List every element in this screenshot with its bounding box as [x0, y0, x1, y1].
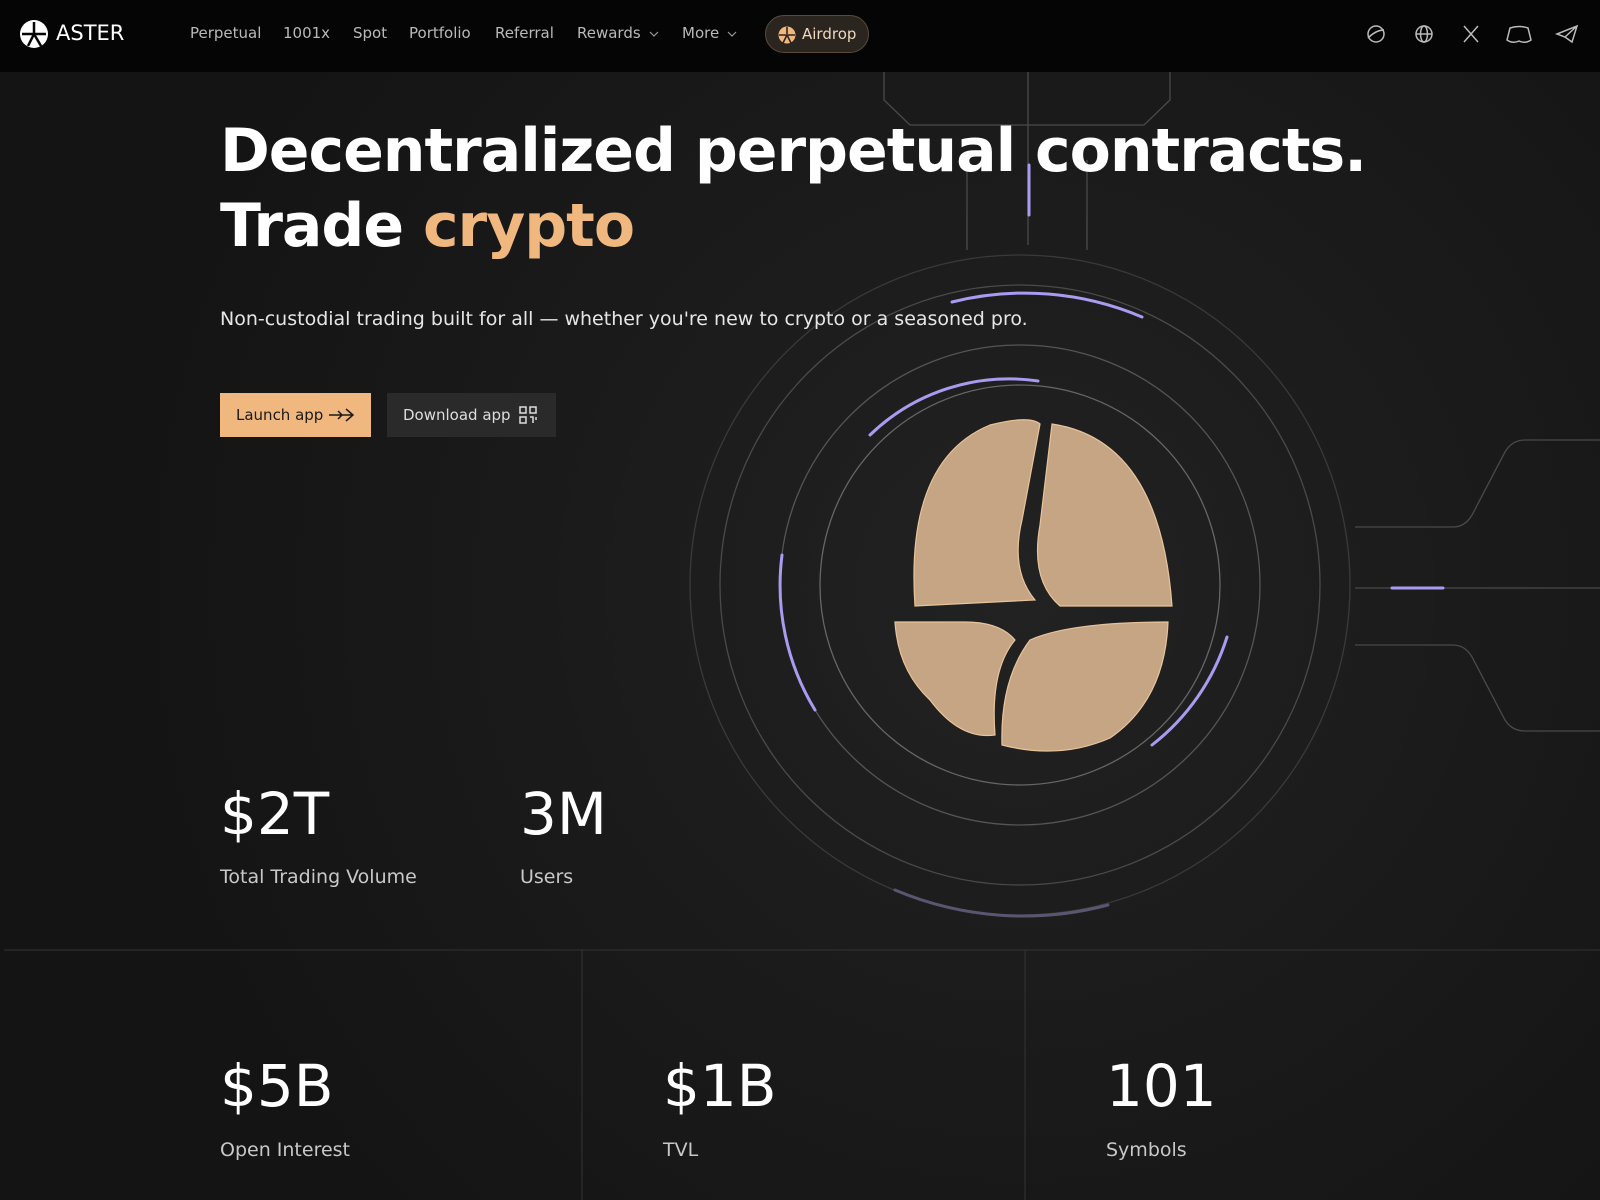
chevron — [649, 31, 659, 37]
connector — [883, 72, 1171, 126]
ring-glow — [950, 291, 1144, 319]
download-button[interactable]: Download app — [387, 393, 556, 437]
icon-discord[interactable] — [1506, 25, 1532, 44]
ring-glow — [868, 377, 1040, 437]
icon-telegram[interactable] — [1554, 24, 1579, 44]
logo-mark — [894, 419, 1173, 752]
launch-button[interactable]: Launch app — [220, 393, 371, 437]
ring — [819, 384, 1221, 786]
hero-title-highlight: crypto — [422, 191, 635, 261]
ring — [719, 284, 1321, 886]
logo-piece — [1037, 423, 1173, 607]
nav-link[interactable]: Perpetual — [190, 24, 262, 42]
stat-value: $1B — [663, 1052, 777, 1120]
hero-title-line1: Decentralized perpetual contracts. — [220, 116, 1367, 186]
ring-glow — [893, 888, 1110, 918]
stat-value: 101 — [1106, 1052, 1217, 1120]
qr-icon — [519, 406, 537, 424]
nav-link[interactable]: 1001x — [283, 24, 331, 42]
social-icons — [1367, 24, 1579, 44]
nav-link[interactable]: Rewards — [577, 24, 659, 42]
stat-value: $5B — [220, 1052, 334, 1120]
connector — [1355, 644, 1600, 732]
chevron — [727, 31, 737, 37]
brand-name[interactable]: ASTER — [56, 21, 125, 45]
ring-glow — [1150, 635, 1229, 747]
hero-subtitle: Non-custodial trading built for all — wh… — [220, 308, 1028, 330]
logo-piece — [913, 419, 1041, 607]
logo-piece — [894, 621, 1016, 737]
stat-value: $2T — [220, 780, 330, 848]
stat-label: Users — [520, 866, 574, 888]
navbar: ASTER Airdrop Perpetual 1001x Spot Portfoli… — [0, 0, 1600, 72]
stat-label: Total Trading Volume — [220, 866, 417, 888]
ring-glow — [1027, 163, 1445, 590]
connector — [1355, 439, 1600, 528]
airdrop-button[interactable]: Airdrop — [765, 15, 869, 53]
nav-link[interactable]: Portfolio — [409, 24, 471, 42]
stat-label: Open Interest — [220, 1139, 351, 1161]
stat-label: Symbols — [1106, 1139, 1187, 1161]
hero-title-prefix: Trade — [220, 191, 404, 261]
logo-piece — [1001, 621, 1169, 752]
icon-planet[interactable] — [1367, 25, 1385, 43]
ring-glow — [778, 553, 817, 712]
connector — [966, 72, 1088, 250]
nav-link[interactable]: Referral — [495, 24, 554, 42]
nav-link[interactable]: Spot — [353, 24, 388, 42]
icon-x[interactable] — [1463, 25, 1479, 43]
icon-globe[interactable] — [1415, 25, 1433, 43]
arrow-icon — [329, 408, 355, 422]
stat-label: TVL — [663, 1139, 699, 1161]
hero-title-line2: Trade crypto — [220, 191, 635, 261]
download-label: Download app — [403, 406, 511, 424]
stat-value: 3M — [520, 780, 607, 848]
nav-link[interactable]: More — [682, 24, 737, 42]
brand-logo[interactable] — [19, 19, 49, 49]
airdrop-icon — [778, 26, 796, 44]
launch-label: Launch app — [236, 406, 324, 424]
airdrop-label: Airdrop — [802, 25, 857, 43]
